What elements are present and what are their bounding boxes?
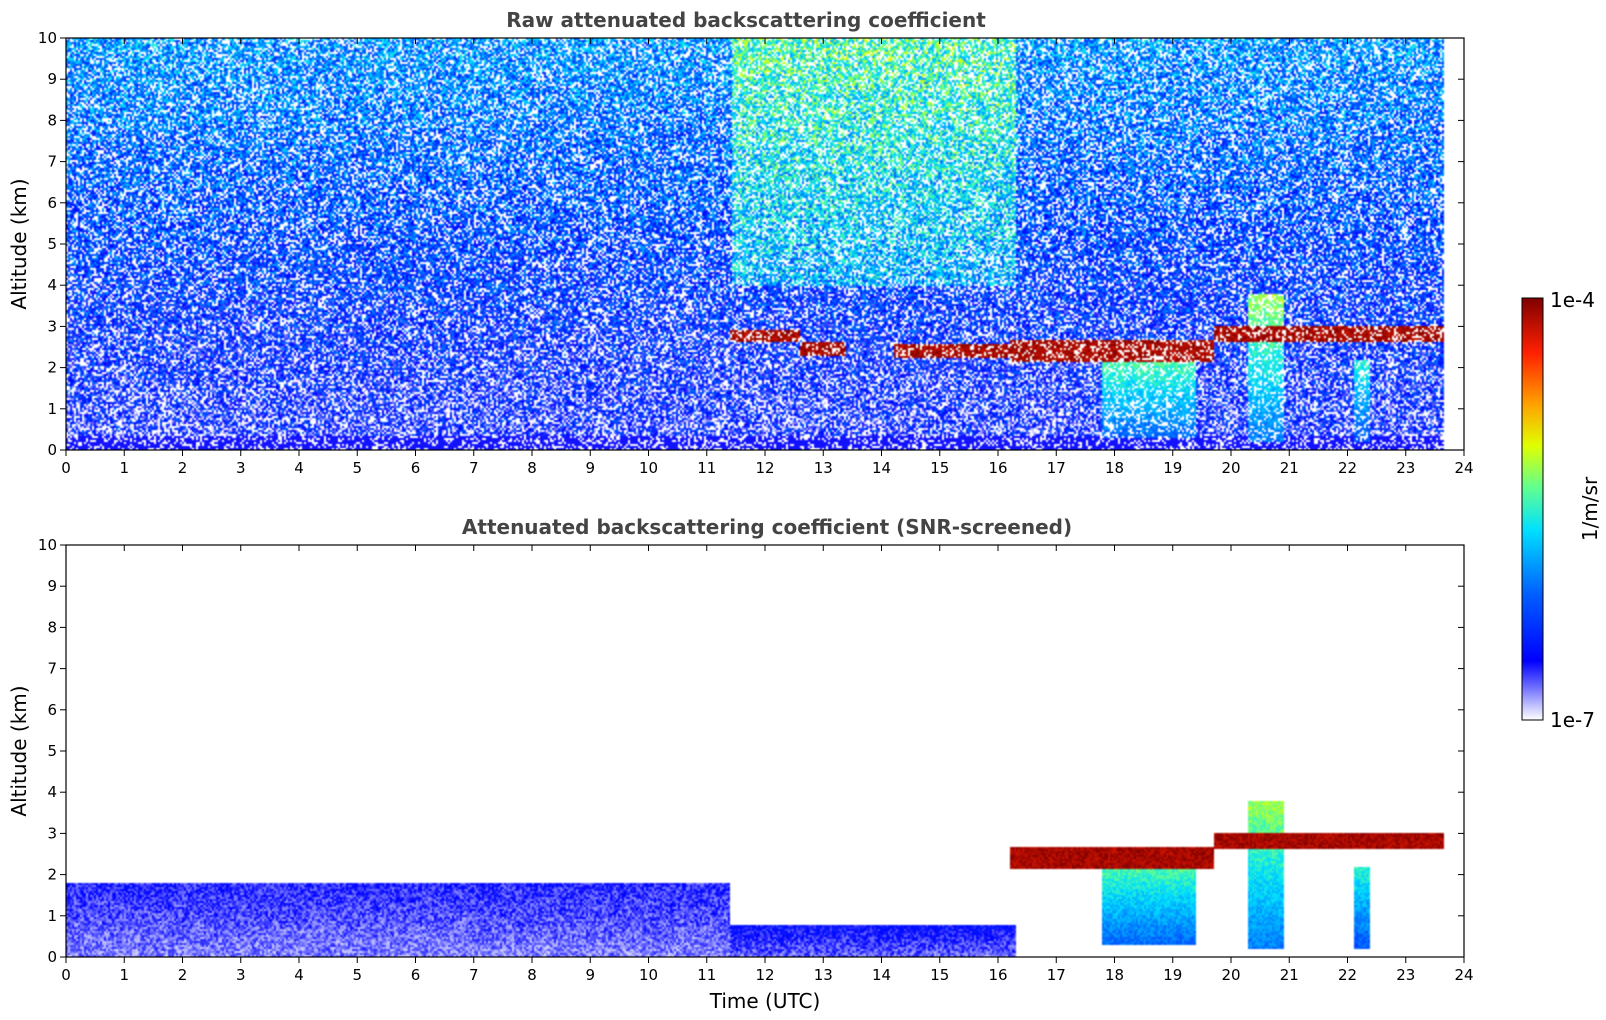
x-tick-label: 1 xyxy=(119,966,129,984)
x-tick-label: 22 xyxy=(1338,966,1357,984)
y-tick-label: 0 xyxy=(47,441,57,459)
snr-screened-panel: Attenuated backscattering coefficient (S… xyxy=(7,515,1474,1013)
y-tick-label: 7 xyxy=(47,660,57,678)
x-tick-label: 3 xyxy=(236,459,246,477)
x-axis-ticks: 0 1 2 3 4 5 6 7 8 9 10 11 12 13 14 15 16 17 18 19 20 21 22 23 24 xyxy=(61,545,1474,984)
x-tick-label: 19 xyxy=(1163,966,1182,984)
x-tick-label: 10 xyxy=(639,459,658,477)
y-tick-label: 6 xyxy=(47,701,57,719)
x-axis-label: Time (UTC) xyxy=(709,989,821,1013)
x-tick-label: 18 xyxy=(1105,966,1124,984)
x-tick-label: 15 xyxy=(930,459,949,477)
x-axis-ticks: 0 1 2 3 4 5 6 7 8 9 10 11 12 13 14 15 16 17 18 19 20 21 22 23 24 xyxy=(61,38,1474,477)
y-tick-label: 9 xyxy=(47,70,57,88)
y-tick-label: 5 xyxy=(47,742,57,760)
colorbar-gradient xyxy=(1521,297,1544,721)
x-tick-label: 3 xyxy=(236,966,246,984)
y-tick-label: 3 xyxy=(47,824,57,842)
x-tick-label: 0 xyxy=(61,966,71,984)
x-tick-label: 6 xyxy=(411,966,421,984)
x-tick-label: 12 xyxy=(755,966,774,984)
y-tick-label: 7 xyxy=(47,153,57,171)
x-tick-label: 10 xyxy=(639,966,658,984)
y-tick-label: 8 xyxy=(47,111,57,129)
x-tick-label: 5 xyxy=(352,966,362,984)
x-tick-label: 16 xyxy=(988,459,1007,477)
y-tick-label: 9 xyxy=(47,577,57,595)
panel-title: Raw attenuated backscattering coefficien… xyxy=(506,8,986,32)
x-tick-label: 0 xyxy=(61,459,71,477)
x-tick-label: 7 xyxy=(469,966,479,984)
x-tick-label: 14 xyxy=(872,459,891,477)
x-tick-label: 6 xyxy=(411,459,421,477)
y-tick-label: 1 xyxy=(47,400,57,418)
x-tick-label: 11 xyxy=(697,966,716,984)
x-tick-label: 20 xyxy=(1221,459,1240,477)
y-axis-label: Altitude (km) xyxy=(7,685,31,816)
x-tick-label: 8 xyxy=(527,966,537,984)
y-tick-label: 3 xyxy=(47,317,57,335)
x-tick-label: 17 xyxy=(1047,459,1066,477)
heatmap-area xyxy=(66,38,1464,450)
x-tick-label: 8 xyxy=(527,459,537,477)
colorbar-max-label: 1e-4 xyxy=(1550,288,1595,312)
x-tick-label: 21 xyxy=(1280,966,1299,984)
y-tick-label: 5 xyxy=(47,235,57,253)
y-tick-label: 6 xyxy=(47,194,57,212)
x-tick-label: 13 xyxy=(814,459,833,477)
heatmap-image xyxy=(66,38,1464,450)
x-tick-label: 9 xyxy=(585,459,595,477)
x-tick-label: 24 xyxy=(1454,966,1473,984)
y-tick-label: 8 xyxy=(47,618,57,636)
raw-backscatter-panel: Raw attenuated backscattering coefficien… xyxy=(7,8,1474,477)
x-tick-label: 17 xyxy=(1047,966,1066,984)
x-tick-label: 4 xyxy=(294,459,304,477)
x-tick-label: 20 xyxy=(1221,966,1240,984)
y-tick-label: 10 xyxy=(38,536,57,554)
y-axis-ticks: 0 1 2 3 4 5 6 7 8 9 10 xyxy=(38,29,1464,459)
y-axis-label: Altitude (km) xyxy=(7,178,31,309)
y-tick-label: 10 xyxy=(38,29,57,47)
y-tick-label: 0 xyxy=(47,948,57,966)
colorbar-min-label: 1e-7 xyxy=(1550,708,1595,732)
x-tick-label: 23 xyxy=(1396,966,1415,984)
x-tick-label: 22 xyxy=(1338,459,1357,477)
y-tick-label: 4 xyxy=(47,783,57,801)
x-tick-label: 9 xyxy=(585,966,595,984)
x-tick-label: 1 xyxy=(119,459,129,477)
x-tick-label: 16 xyxy=(988,966,1007,984)
colorbar: 1e-4 1e-7 1/m/sr xyxy=(1521,288,1602,732)
y-tick-label: 2 xyxy=(47,359,57,377)
x-tick-label: 23 xyxy=(1396,459,1415,477)
x-tick-label: 15 xyxy=(930,966,949,984)
x-tick-label: 14 xyxy=(872,966,891,984)
colorbar-unit-label: 1/m/sr xyxy=(1578,476,1602,541)
x-tick-label: 11 xyxy=(697,459,716,477)
y-tick-label: 2 xyxy=(47,866,57,884)
y-axis-ticks: 0 1 2 3 4 5 6 7 8 9 10 xyxy=(38,536,1464,966)
x-tick-label: 18 xyxy=(1105,459,1124,477)
x-tick-label: 2 xyxy=(178,966,188,984)
x-tick-label: 13 xyxy=(814,966,833,984)
x-tick-label: 7 xyxy=(469,459,479,477)
x-tick-label: 19 xyxy=(1163,459,1182,477)
x-tick-label: 4 xyxy=(294,966,304,984)
x-tick-label: 2 xyxy=(178,459,188,477)
heatmap-area xyxy=(66,545,1464,957)
y-tick-label: 4 xyxy=(47,276,57,294)
panel-title: Attenuated backscattering coefficient (S… xyxy=(462,515,1072,539)
x-tick-label: 12 xyxy=(755,459,774,477)
x-tick-label: 5 xyxy=(352,459,362,477)
x-tick-label: 24 xyxy=(1454,459,1473,477)
x-tick-label: 21 xyxy=(1280,459,1299,477)
y-tick-label: 1 xyxy=(47,907,57,925)
heatmap-image xyxy=(66,545,1464,957)
